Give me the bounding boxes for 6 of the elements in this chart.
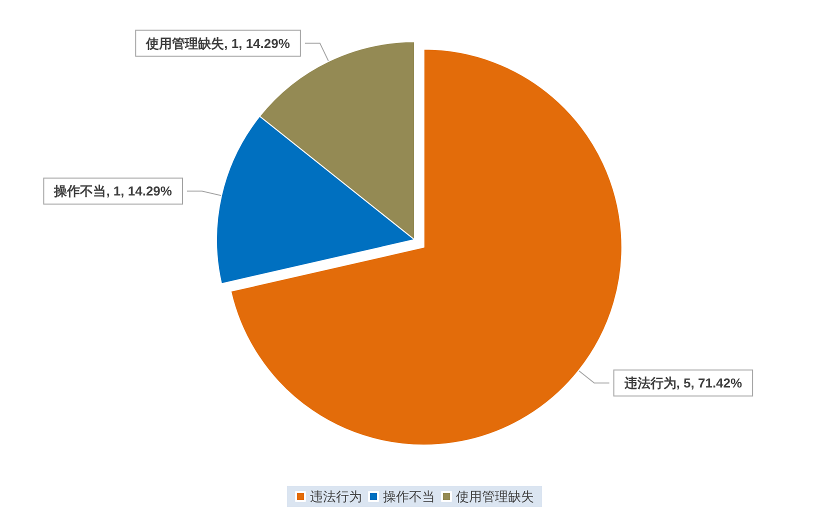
data-label: 使用管理缺失, 1, 14.29% [145,36,290,51]
legend-label: 使用管理缺失 [456,489,534,504]
legend-label: 违法行为 [310,489,362,504]
data-label: 操作不当, 1, 14.29% [53,184,172,199]
data-label: 违法行为, 5, 71.42% [623,376,743,391]
legend-label: 操作不当 [383,489,435,504]
